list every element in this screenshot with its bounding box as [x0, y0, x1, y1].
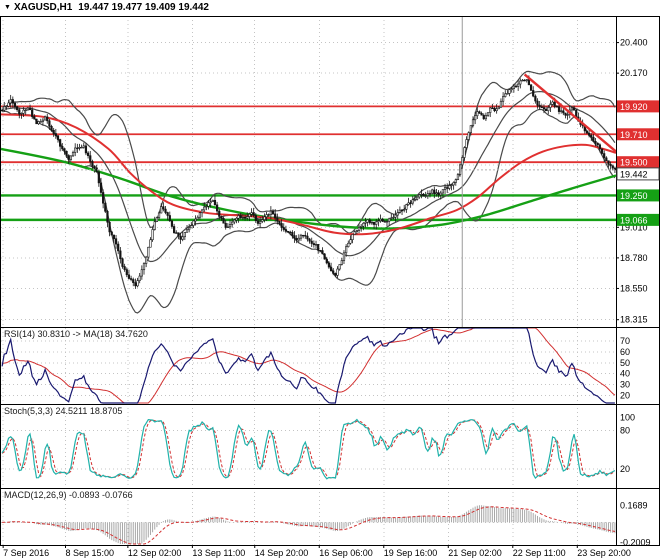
price-axis[interactable]: 20.400 20.170 19.010 18.780 18.550 18.315 19.9…: [616, 38, 660, 325]
svg-text:100: 100: [620, 412, 635, 422]
svg-text:80: 80: [620, 425, 630, 435]
svg-text:20: 20: [620, 390, 630, 400]
symbol-dropdown-icon[interactable]: ▼: [4, 4, 11, 11]
svg-text:19 Sep 16:00: 19 Sep 16:00: [384, 548, 438, 558]
svg-text:70: 70: [620, 336, 630, 346]
candles: [0, 75, 617, 289]
symbol-ohlc-header: ▼ XAGUSD,H1 19.447 19.477 19.409 19.442: [4, 2, 209, 13]
ma-green-line: [0, 147, 617, 230]
svg-text:20.170: 20.170: [620, 68, 648, 78]
svg-text:0.1689: 0.1689: [620, 500, 648, 510]
rsi-indicator-label: RSI(14) 30.8310 -> MA(18) 34.7620: [4, 329, 148, 339]
svg-text:19.250: 19.250: [620, 191, 648, 201]
svg-text:-0.2009: -0.2009: [620, 538, 651, 548]
macd-panel: [1, 505, 616, 545]
macd-indicator-label: MACD(12,26,9) -0.0893 -0.0766: [4, 490, 133, 500]
svg-text:60: 60: [620, 347, 630, 357]
svg-text:16 Sep 06:00: 16 Sep 06:00: [319, 548, 373, 558]
svg-text:14 Sep 20:00: 14 Sep 20:00: [255, 548, 309, 558]
svg-text:7 Sep 2016: 7 Sep 2016: [3, 548, 49, 558]
svg-text:19.442: 19.442: [620, 169, 648, 179]
rsi-panel: [1, 327, 616, 404]
svg-text:8 Sep 15:00: 8 Sep 15:00: [66, 548, 115, 558]
svg-text:30: 30: [620, 379, 630, 389]
svg-text:19.066: 19.066: [620, 215, 648, 225]
svg-text:13 Sep 11:00: 13 Sep 11:00: [192, 548, 245, 558]
time-axis[interactable]: 7 Sep 2016 8 Sep 15:00 12 Sep 02:00 13 Sep …: [2, 545, 631, 558]
svg-text:18.550: 18.550: [620, 283, 648, 293]
panel-borders: [0, 16, 660, 546]
svg-text:19.500: 19.500: [620, 158, 648, 168]
svg-text:20.400: 20.400: [620, 38, 648, 48]
svg-text:23 Sep 20:00: 23 Sep 20:00: [577, 548, 631, 558]
stoch-indicator-label: Stoch(5,3,3) 24.5211 18.8705: [4, 406, 123, 416]
svg-text:22 Sep 11:00: 22 Sep 11:00: [513, 548, 566, 558]
svg-text:19.010: 19.010: [620, 222, 648, 232]
svg-text:19.920: 19.920: [620, 102, 648, 112]
grid-lines: [1, 16, 616, 545]
ma-red-line: [0, 113, 617, 236]
svg-text:50: 50: [620, 358, 630, 368]
stochastic-panel: [1, 418, 616, 480]
svg-text:19.710: 19.710: [620, 130, 648, 140]
symbol-period: XAGUSD,H1: [13, 2, 73, 13]
svg-text:18.780: 18.780: [620, 253, 648, 263]
ohlc-values: 19.447 19.477 19.409 19.442: [78, 2, 209, 13]
svg-text:20: 20: [620, 464, 630, 474]
svg-text:40: 40: [620, 369, 630, 379]
bollinger-bands: [1, 70, 616, 314]
svg-text:12 Sep 02:00: 12 Sep 02:00: [128, 548, 182, 558]
descending-trendline[interactable]: [523, 73, 617, 153]
svg-text:18.315: 18.315: [620, 315, 648, 325]
svg-text:21 Sep 02:00: 21 Sep 02:00: [448, 548, 502, 558]
